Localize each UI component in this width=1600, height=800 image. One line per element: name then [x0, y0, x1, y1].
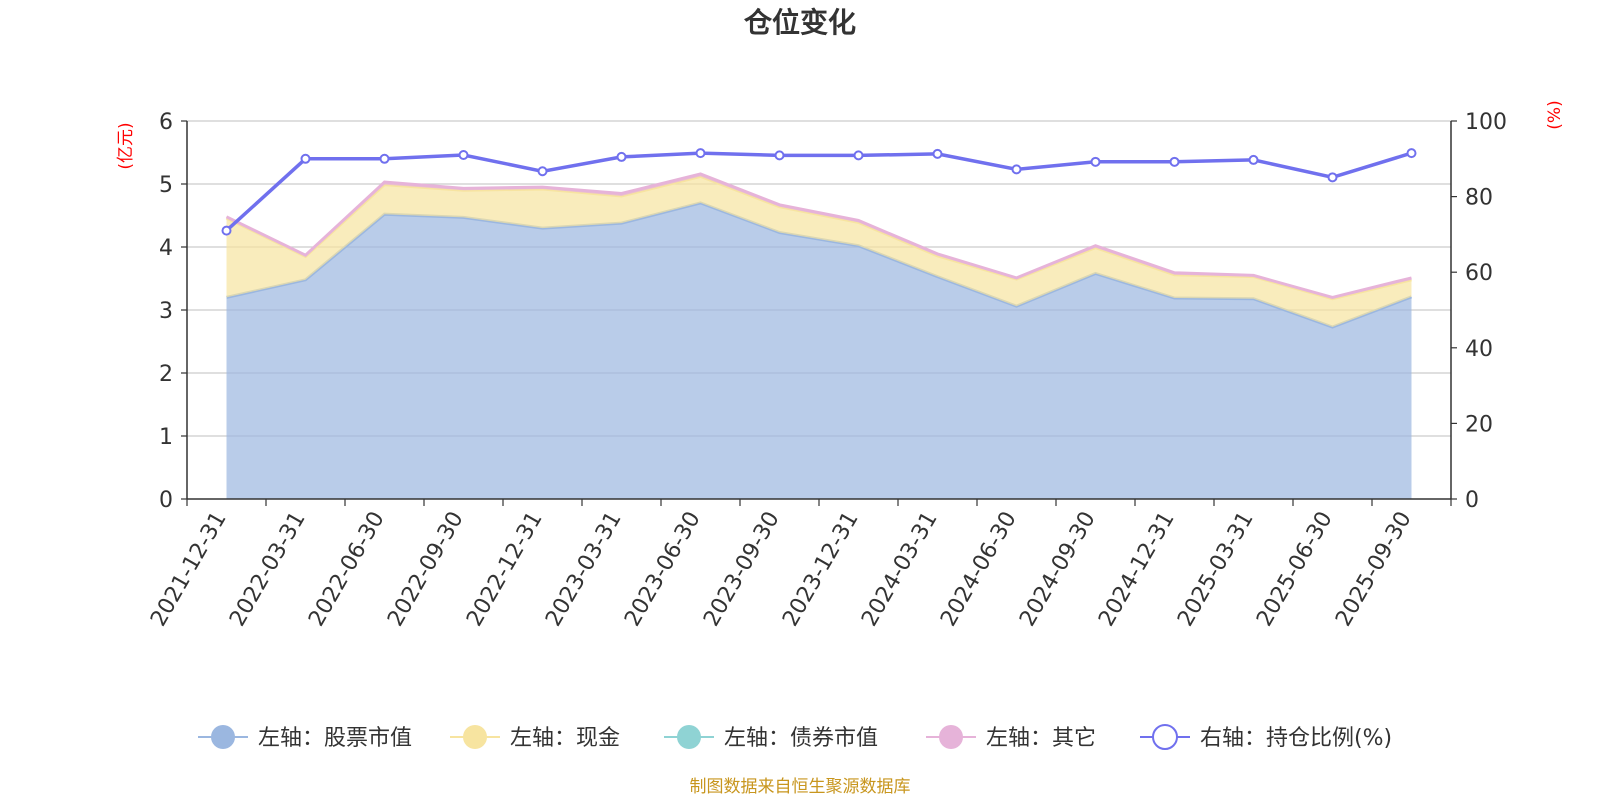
legend-label: 左轴：其它: [986, 726, 1096, 751]
holding-ratio-point[interactable]: [932, 148, 943, 159]
x-tick-label: 2022-06-30: [304, 508, 390, 631]
legend-item[interactable]: 左轴：其它: [926, 725, 1096, 751]
left-tick-label: 2: [159, 362, 173, 387]
left-axis-unit: (亿元): [116, 122, 136, 169]
area-左轴：现金: [226, 176, 1412, 327]
holding-ratio-point[interactable]: [774, 150, 785, 161]
holding-ratio-point[interactable]: [537, 166, 548, 177]
holding-ratio-point[interactable]: [1169, 156, 1180, 167]
legend-label: 左轴：债券市值: [724, 726, 878, 751]
chart-title: 仓位变化: [744, 6, 856, 39]
left-tick-label: 4: [159, 236, 173, 261]
left-tick-label: 0: [159, 488, 173, 513]
x-tick-label: 2023-09-30: [699, 508, 785, 631]
holding-ratio-point[interactable]: [379, 153, 390, 164]
holding-ratio-point[interactable]: [616, 151, 627, 162]
series-lines: [221, 148, 1417, 236]
x-tick-label: 2024-12-31: [1094, 508, 1180, 631]
legend-item[interactable]: 左轴：股票市值: [198, 725, 412, 751]
legend-marker: [211, 725, 235, 749]
x-tick-label: 2023-12-31: [778, 508, 864, 631]
area-edge-左轴：其它: [225, 172, 1412, 299]
legend-label: 右轴：持仓比例(%): [1200, 726, 1392, 751]
legend-item[interactable]: 左轴：现金: [450, 725, 620, 751]
right-tick-label: 20: [1465, 412, 1493, 437]
right-axis-unit: (%): [1545, 100, 1565, 129]
legend-item[interactable]: 左轴：债券市值: [664, 725, 878, 751]
x-tick-label: 2025-03-31: [1173, 508, 1259, 631]
left-tick-label: 3: [159, 299, 173, 324]
legend-label: 左轴：股票市值: [258, 726, 412, 751]
left-tick-label: 5: [159, 173, 173, 198]
x-tick-label: 2024-09-30: [1015, 508, 1101, 631]
legend-marker: [939, 725, 963, 749]
x-tick-label: 2025-06-30: [1252, 508, 1338, 631]
data-source-note: 制图数据来自恒生聚源数据库: [690, 777, 911, 797]
holding-ratio-point[interactable]: [853, 150, 864, 161]
holding-ratio-point[interactable]: [1327, 172, 1338, 183]
x-tick-label: 2023-06-30: [620, 508, 706, 631]
holding-ratio-point[interactable]: [695, 148, 706, 159]
area-左轴：股票市值: [226, 202, 1412, 499]
right-tick-label: 40: [1465, 337, 1493, 362]
x-tick-label: 2022-09-30: [383, 508, 469, 631]
right-tick-label: 100: [1465, 110, 1507, 135]
holding-ratio-point[interactable]: [1248, 154, 1259, 165]
left-tick-label: 1: [159, 425, 173, 450]
holding-ratio-point[interactable]: [458, 150, 469, 161]
legend-marker: [677, 725, 701, 749]
stacked-areas: [225, 172, 1413, 499]
holding-ratio-line: [225, 151, 1413, 232]
legend-item[interactable]: 右轴：持仓比例(%): [1140, 724, 1392, 751]
x-tick-label: 2024-03-31: [857, 508, 943, 631]
right-tick-label: 0: [1465, 488, 1479, 513]
x-tick-label: 2021-12-31: [146, 508, 232, 631]
right-tick-label: 60: [1465, 261, 1493, 286]
x-tick-label: 2025-09-30: [1331, 508, 1417, 631]
legend-marker: [1152, 724, 1178, 750]
holding-ratio-point[interactable]: [221, 225, 232, 236]
x-tick-label: 2022-12-31: [462, 508, 548, 631]
holding-ratio-point[interactable]: [1406, 148, 1417, 159]
x-tick-label: 2023-03-31: [541, 508, 627, 631]
x-tick-label: 2022-03-31: [225, 508, 311, 631]
holding-ratio-point[interactable]: [300, 153, 311, 164]
x-tick-label: 2024-06-30: [936, 508, 1022, 631]
holding-ratio-point[interactable]: [1090, 156, 1101, 167]
left-tick-label: 6: [159, 110, 173, 135]
legend-marker: [463, 725, 487, 749]
legend[interactable]: 左轴：股票市值 左轴：现金 左轴：债券市值 左轴：其它 右轴：持仓比例(%): [198, 724, 1392, 751]
legend-label: 左轴：现金: [510, 726, 620, 751]
right-tick-label: 80: [1465, 186, 1493, 211]
holding-ratio-point[interactable]: [1011, 164, 1022, 175]
